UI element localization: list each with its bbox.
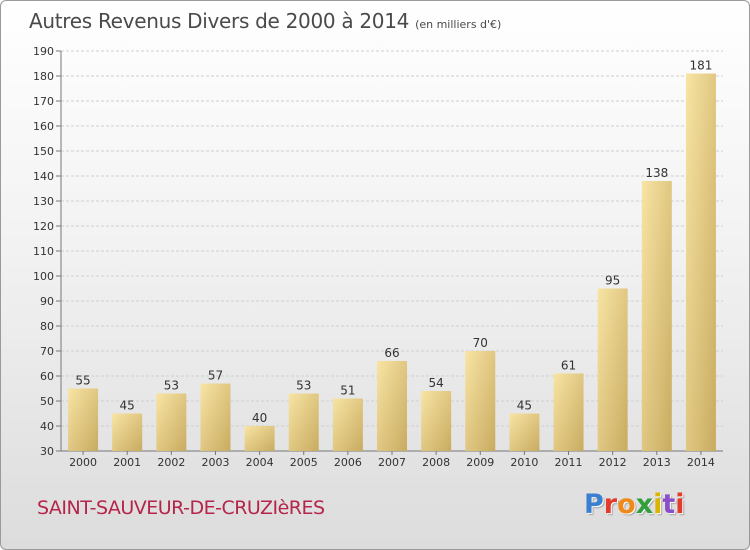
y-tick-label: 60 (40, 370, 54, 383)
y-tick-label: 190 (33, 45, 54, 58)
labels: 30 40 50 60 70 80 90 100 110 120 130 140 150 160 170 18… (33, 45, 715, 469)
x-tick-label: 2014 (687, 456, 715, 469)
data-label-2012: 95 (605, 274, 620, 288)
y-tick-label: 70 (40, 345, 54, 358)
x-tick-label: 2005 (290, 456, 318, 469)
x-tick-label: 2008 (422, 456, 450, 469)
x-tick-label: 2013 (643, 456, 671, 469)
data-label-2007: 66 (384, 346, 399, 360)
data-label-2006: 51 (340, 384, 355, 398)
location-name: SAINT-SAUVEUR-DE-CRUZIèRES (37, 497, 325, 519)
bar-2007 (377, 361, 407, 451)
bar-2013 (641, 181, 672, 451)
bar-2006 (332, 398, 363, 451)
x-tick-label: 2004 (246, 456, 274, 469)
bar-2010 (509, 413, 540, 451)
bar-2002 (156, 393, 187, 451)
x-tick-label: 2006 (334, 456, 362, 469)
bar-2014 (685, 73, 716, 451)
data-label-2001: 45 (120, 399, 135, 413)
data-label-2004: 40 (252, 411, 267, 425)
chart-title: Autres Revenus Divers de 2000 à 2014 (en … (29, 9, 501, 33)
bar-2004 (244, 426, 275, 451)
x-tick-label: 2009 (466, 456, 494, 469)
y-tick-label: 40 (40, 420, 54, 433)
logo-letter: r (603, 489, 618, 520)
data-label-2009: 70 (473, 336, 488, 350)
y-tick-label: 150 (33, 145, 54, 158)
logo-letter: x (635, 489, 654, 520)
y-tick-label: 180 (33, 70, 54, 83)
y-tick-label: 130 (33, 195, 54, 208)
bar-2005 (288, 393, 319, 451)
data-label-2002: 53 (164, 379, 179, 393)
bar-2009 (465, 351, 496, 451)
bar-2011 (553, 373, 584, 451)
x-tick-label: 2007 (378, 456, 406, 469)
x-tick-label: 2010 (510, 456, 538, 469)
data-label-2010: 45 (517, 399, 532, 413)
y-tick-label: 80 (40, 320, 54, 333)
y-tick-label: 120 (33, 220, 54, 233)
logo-letter: i (653, 489, 663, 520)
data-label-2014: 181 (689, 59, 712, 73)
logo-letter: t (662, 489, 676, 520)
x-tick-label: 2012 (599, 456, 627, 469)
data-label-2011: 61 (561, 359, 576, 373)
bar-2000 (68, 388, 99, 451)
logo-letter: P (584, 489, 604, 520)
data-label-2005: 53 (296, 379, 311, 393)
bar-2003 (200, 383, 231, 451)
data-label-2003: 57 (208, 369, 223, 383)
bar-2012 (597, 288, 628, 451)
y-tick-label: 100 (33, 270, 54, 283)
x-tick-label: 2002 (157, 456, 185, 469)
chart-subtitle: (en milliers d'€) (415, 18, 502, 31)
bar-2001 (112, 413, 143, 451)
x-tick-label: 2011 (555, 456, 583, 469)
y-tick-label: 170 (33, 95, 54, 108)
y-tick-label: 160 (33, 120, 54, 133)
chart-title-main: Autres Revenus Divers de 2000 à 2014 (29, 9, 410, 33)
data-label-2000: 55 (75, 374, 90, 388)
logo-letter: o (617, 489, 636, 520)
y-tick-label: 90 (40, 295, 54, 308)
x-tick-label: 2001 (113, 456, 141, 469)
x-tick-label: 2000 (69, 456, 97, 469)
y-tick-label: 50 (40, 395, 54, 408)
logo-letter: i (675, 489, 685, 520)
y-tick-label: 110 (33, 245, 54, 258)
bars (68, 73, 716, 451)
y-tick-label: 140 (33, 170, 54, 183)
bar-2008 (421, 391, 452, 451)
data-label-2013: 138 (645, 166, 668, 180)
data-label-2008: 54 (428, 376, 443, 390)
x-tick-label: 2003 (201, 456, 229, 469)
y-tick-label: 30 (40, 445, 54, 458)
proxiti-logo[interactable]: Proxiti (584, 489, 685, 520)
